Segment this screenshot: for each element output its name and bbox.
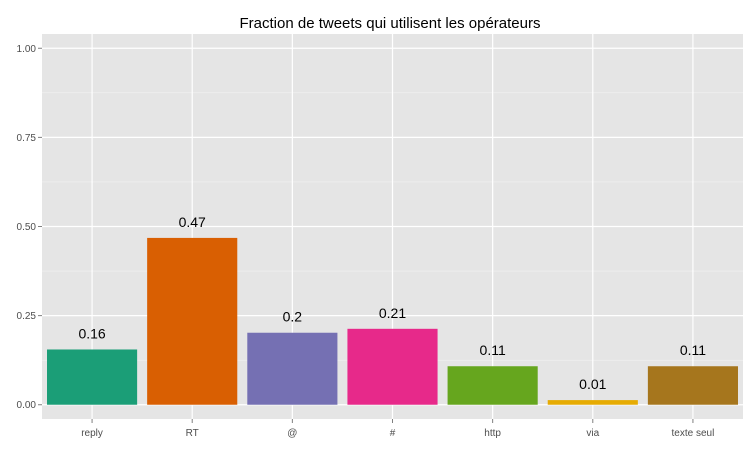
bar-reply	[47, 349, 138, 405]
data-label: 0.2	[283, 309, 303, 325]
x-tick-label: reply	[81, 428, 103, 439]
y-tick-label: 0.75	[17, 133, 37, 144]
data-labels: 0.16 0.47 0.2 0.21 0.11 0.01 0.11	[78, 214, 706, 392]
y-tick-label: 0.25	[17, 311, 37, 322]
bar--	[347, 328, 438, 405]
y-tick-label: 0.00	[17, 400, 37, 411]
data-label: 0.01	[579, 376, 606, 392]
data-label: 0.16	[78, 325, 105, 341]
data-label: 0.47	[179, 214, 206, 230]
bars	[47, 237, 738, 405]
bar-http	[447, 366, 538, 405]
x-tick-label: via	[586, 428, 599, 439]
x-tick-label: RT	[186, 428, 199, 439]
y-axis: 0.00 0.25 0.50 0.75 1.00	[17, 44, 42, 411]
chart-title: Fraction de tweets qui utilisent les opé…	[240, 15, 541, 32]
data-label: 0.11	[480, 342, 506, 358]
x-tick-label: #	[390, 428, 396, 439]
data-label: 0.21	[379, 305, 406, 321]
y-tick-label: 0.50	[17, 222, 37, 233]
bar--	[247, 332, 338, 405]
bar-texte-seul	[647, 366, 738, 405]
y-tick-label: 1.00	[17, 44, 37, 55]
x-tick-label: @	[287, 428, 297, 439]
x-axis: reply RT @ # http via texte seul	[81, 419, 714, 439]
bar-RT	[147, 237, 238, 405]
x-tick-label: texte seul	[672, 428, 715, 439]
x-tick-label: http	[484, 428, 501, 439]
data-label: 0.11	[680, 342, 706, 358]
bar-via	[547, 400, 638, 405]
